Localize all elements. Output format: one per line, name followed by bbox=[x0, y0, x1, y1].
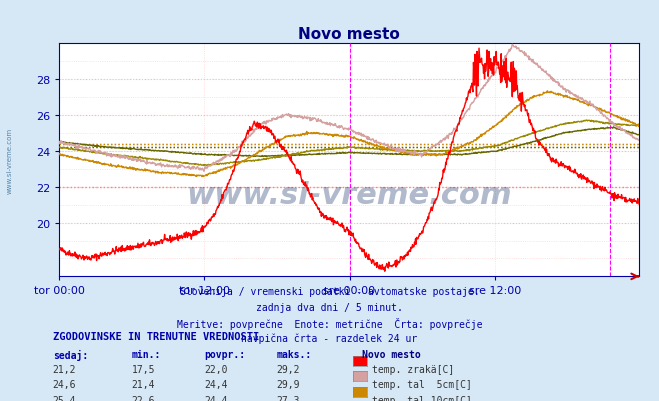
Text: 24,4: 24,4 bbox=[204, 379, 228, 389]
Text: 24,6: 24,6 bbox=[53, 379, 76, 389]
Text: temp. tal  5cm[C]: temp. tal 5cm[C] bbox=[372, 379, 473, 389]
Text: Slovenija / vremenski podatki - avtomatske postaje.: Slovenija / vremenski podatki - avtomats… bbox=[180, 287, 479, 297]
Text: povpr.:: povpr.: bbox=[204, 349, 245, 359]
Title: Novo mesto: Novo mesto bbox=[299, 26, 400, 42]
Text: 25,4: 25,4 bbox=[53, 395, 76, 401]
Text: ZGODOVINSKE IN TRENUTNE VREDNOSTI: ZGODOVINSKE IN TRENUTNE VREDNOSTI bbox=[53, 331, 259, 341]
Text: min.:: min.: bbox=[132, 349, 161, 359]
Text: 21,2: 21,2 bbox=[53, 364, 76, 374]
Text: 17,5: 17,5 bbox=[132, 364, 156, 374]
Text: maks.:: maks.: bbox=[277, 349, 312, 359]
Text: Novo mesto: Novo mesto bbox=[362, 349, 421, 359]
Text: 22,0: 22,0 bbox=[204, 364, 228, 374]
Text: 22,6: 22,6 bbox=[132, 395, 156, 401]
Text: www.si-vreme.com: www.si-vreme.com bbox=[186, 181, 512, 210]
Text: navpična črta - razdelek 24 ur: navpična črta - razdelek 24 ur bbox=[241, 332, 418, 343]
Text: 27,3: 27,3 bbox=[277, 395, 301, 401]
Text: www.si-vreme.com: www.si-vreme.com bbox=[7, 128, 13, 193]
Text: 29,9: 29,9 bbox=[277, 379, 301, 389]
Text: 24,4: 24,4 bbox=[204, 395, 228, 401]
Text: 29,2: 29,2 bbox=[277, 364, 301, 374]
Text: sedaj:: sedaj: bbox=[53, 349, 88, 360]
Text: temp. zrakä[C]: temp. zrakä[C] bbox=[372, 364, 455, 374]
Text: 21,4: 21,4 bbox=[132, 379, 156, 389]
Text: Meritve: povprečne  Enote: metrične  Črta: povprečje: Meritve: povprečne Enote: metrične Črta:… bbox=[177, 317, 482, 329]
Text: zadnja dva dni / 5 minut.: zadnja dva dni / 5 minut. bbox=[256, 302, 403, 312]
Text: temp. tal 10cm[C]: temp. tal 10cm[C] bbox=[372, 395, 473, 401]
